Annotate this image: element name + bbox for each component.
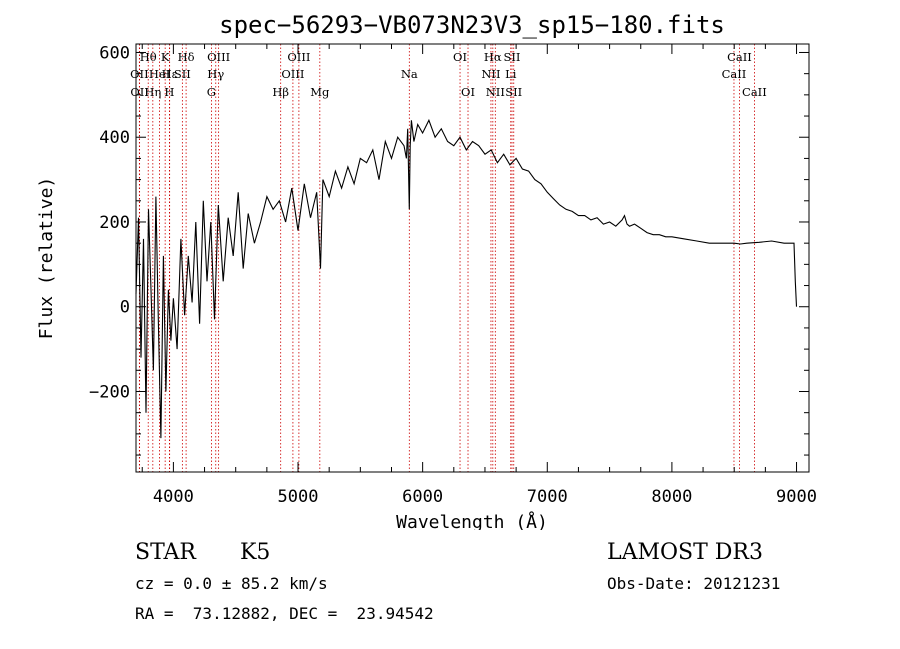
observation-date: Obs-Date: 20121231 (607, 574, 781, 593)
spectrum-line (135, 118, 798, 439)
y-tick-label: 0 (120, 298, 130, 318)
y-tick-label: 600 (99, 43, 130, 63)
y-axis-label: Flux (relative) (36, 177, 57, 340)
y-tick-label: 200 (99, 213, 130, 233)
line-label: OIII (287, 50, 310, 64)
line-label: Hε (162, 67, 178, 81)
line-label: NII (481, 67, 500, 81)
x-axis-ticks: 4000 5000 6000 7000 8000 9000 (141, 44, 817, 507)
line-label: Hδ (178, 50, 195, 64)
spectral-subclass: K5 (240, 540, 271, 565)
line-label: Li (505, 67, 517, 81)
line-label: OI (461, 85, 475, 99)
redshift-readout: cz = 0.0 ± 85.2 km/s (135, 574, 328, 593)
line-label: H (164, 85, 174, 99)
line-label: OIII (281, 67, 304, 81)
line-label: K (161, 50, 170, 64)
line-label: OI (453, 50, 467, 64)
line-label: SII (504, 50, 521, 64)
y-axis-ticks: −200 0 200 400 600 (89, 43, 809, 456)
x-axis-label: Wavelength (Å) (396, 511, 548, 530)
line-label: CaII (722, 67, 747, 81)
y-tick-label: −200 (89, 382, 130, 402)
line-label: SII (174, 67, 191, 81)
line-label: OII (130, 85, 149, 99)
survey-name: LAMOST DR3 (607, 540, 763, 565)
coordinates-readout: RA = 73.12882, DEC = 23.94542 (135, 604, 434, 623)
plot-frame (135, 43, 810, 473)
x-tick-label: 8000 (651, 487, 692, 507)
x-tick-label: 6000 (402, 487, 443, 507)
line-label: Hγ (207, 67, 224, 81)
line-label: OIII (207, 50, 230, 64)
line-label: CaII (727, 50, 752, 64)
x-tick-label: 9000 (776, 487, 817, 507)
object-class: STAR (135, 540, 196, 565)
line-label: CaII (742, 85, 767, 99)
line-label: Hη (144, 85, 161, 99)
line-label: Mg (310, 85, 330, 99)
line-label: Hθ (140, 50, 157, 64)
spectral-line-markers (138, 44, 755, 472)
line-label: SII (505, 85, 522, 99)
chart-title: spec−56293−VB073N23V3_sp15−180.fits (219, 11, 725, 39)
spectrum-chart: spec−56293−VB073N23V3_sp15−180.fits Hθ OI… (36, 11, 817, 530)
x-tick-label: 7000 (527, 487, 568, 507)
line-label: HeI (149, 67, 170, 81)
line-label: Hβ (272, 85, 289, 99)
line-label: NII (486, 85, 505, 99)
y-tick-label: 400 (99, 128, 130, 148)
line-label: G (207, 85, 216, 99)
x-tick-label: 4000 (153, 487, 194, 507)
line-label: Na (401, 67, 418, 81)
line-label: Hα (484, 50, 502, 64)
x-tick-label: 5000 (278, 487, 319, 507)
